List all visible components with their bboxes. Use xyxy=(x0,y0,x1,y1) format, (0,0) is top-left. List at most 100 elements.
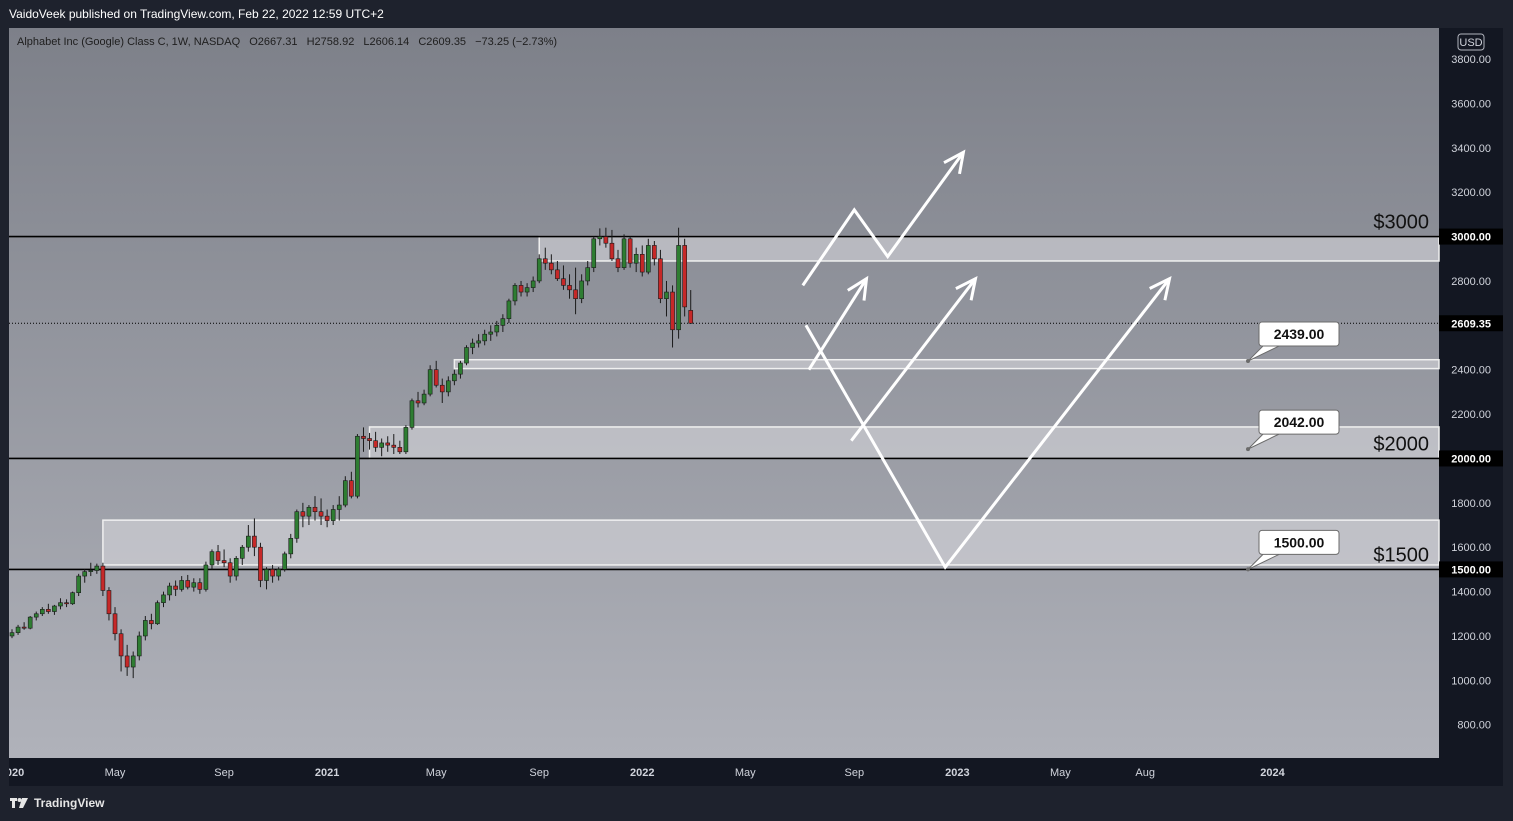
candle-body xyxy=(518,285,524,293)
price-tick-label: 3600.00 xyxy=(1451,98,1491,110)
candle-body xyxy=(682,245,687,308)
candle-body xyxy=(246,535,251,548)
candle-body xyxy=(439,384,445,393)
candle-body xyxy=(415,400,421,404)
zone-rect[interactable] xyxy=(453,358,1440,370)
candle-body xyxy=(312,506,318,513)
candle-body xyxy=(670,291,675,331)
price-tick-label: 1800.00 xyxy=(1451,498,1491,510)
level-label: $3000 xyxy=(1373,212,1429,234)
chart-frame: $3000 3000.00 $2000 2000.00 $1500 1500.00 2609… xyxy=(9,28,1503,786)
candle-body xyxy=(227,562,233,577)
price-tick-label: 3800.00 xyxy=(1451,54,1491,66)
candle-body xyxy=(82,571,88,577)
candle-body xyxy=(627,238,633,264)
time-tick-label: May xyxy=(105,767,126,779)
candle-body xyxy=(173,585,178,590)
candle-body xyxy=(100,565,106,591)
candle-body xyxy=(330,509,336,521)
callout-anchor xyxy=(1246,567,1250,572)
candle-body xyxy=(306,506,312,517)
candle-body xyxy=(530,280,536,288)
price-axis-background[interactable] xyxy=(1439,28,1503,758)
candles-layer xyxy=(9,227,694,679)
level-axis-tag-text: 1500.00 xyxy=(1451,564,1491,576)
callout-box[interactable] xyxy=(1258,529,1340,555)
candle-body xyxy=(403,427,409,453)
candle-body xyxy=(355,435,360,497)
last-price-tag-text: 2609.35 xyxy=(1451,318,1491,330)
candle-body xyxy=(427,369,433,395)
candle-body xyxy=(143,620,148,637)
candle-body xyxy=(597,236,603,240)
zone-rect[interactable] xyxy=(102,519,1440,566)
candle-body xyxy=(639,254,645,273)
candle-body xyxy=(52,605,57,612)
candle-body xyxy=(512,285,518,302)
candle-body xyxy=(118,633,124,657)
candle-body xyxy=(294,511,300,539)
symbol-name: Alphabet Inc (Google) Class C, 1W, NASDA… xyxy=(17,36,241,48)
candle-body xyxy=(488,331,494,335)
candle-body xyxy=(336,504,342,510)
candle-body xyxy=(270,569,275,577)
ohlc-high: H2758.92 xyxy=(307,36,355,48)
candle-body xyxy=(452,373,457,382)
price-tick-label: 3400.00 xyxy=(1451,143,1491,155)
price-chart[interactable]: $3000 3000.00 $2000 2000.00 $1500 1500.00 2609… xyxy=(9,28,1503,786)
callout-label: 2042.00 xyxy=(1274,414,1325,430)
time-axis-background[interactable] xyxy=(9,758,1503,786)
candle-body xyxy=(149,620,154,625)
candle-body xyxy=(76,575,81,593)
callout-box[interactable] xyxy=(1258,321,1340,347)
candle-body xyxy=(500,318,506,326)
price-tick-label: 2800.00 xyxy=(1451,276,1491,288)
arrowhead xyxy=(847,275,869,301)
candle-body xyxy=(185,580,191,588)
symbol-info: Alphabet Inc (Google) Class C, 1W, NASDA… xyxy=(17,36,557,48)
callout-label: 1500.00 xyxy=(1274,534,1325,550)
price-tick-label: 1000.00 xyxy=(1451,675,1491,687)
zone-rect[interactable] xyxy=(538,235,1440,262)
candle-body xyxy=(33,613,39,618)
tradingview-brand[interactable]: TradingView xyxy=(10,796,104,810)
time-tick-label: 2021 xyxy=(315,767,339,779)
candle-body xyxy=(124,655,130,668)
candle-body xyxy=(221,560,227,564)
publish-info: VaidoVeek published on TradingView.com, … xyxy=(9,7,384,21)
time-axis[interactable]: 2020 May Sep 2021 May Sep 2022 May Sep 2023 May Aug… xyxy=(9,767,1286,779)
candle-body xyxy=(342,480,348,506)
plot-background[interactable] xyxy=(9,28,1439,758)
candle-body xyxy=(361,435,366,439)
candle-body xyxy=(573,289,578,299)
time-tick-label: 2023 xyxy=(945,767,969,779)
callout-box[interactable] xyxy=(1258,409,1340,435)
currency-button[interactable] xyxy=(1457,33,1485,51)
time-tick-label: 2020 xyxy=(9,767,24,779)
price-tick-label: 3200.00 xyxy=(1451,187,1491,199)
candle-body xyxy=(609,242,615,260)
candle-body xyxy=(433,369,439,386)
callout-label: 2439.00 xyxy=(1274,326,1325,342)
candle-body xyxy=(421,393,427,404)
candle-body xyxy=(464,347,469,364)
projection-path xyxy=(801,151,965,287)
arrowhead xyxy=(943,149,966,175)
candle-body xyxy=(561,278,566,286)
candle-body xyxy=(373,440,378,448)
candle-body xyxy=(179,580,184,590)
candle-body xyxy=(676,245,681,331)
price-axis[interactable]: 800.00 1000.00 1200.00 1400.00 1600.00 1800.0… xyxy=(1451,54,1491,732)
candle-body xyxy=(658,258,663,299)
candle-body xyxy=(191,582,197,588)
level-axis-tag xyxy=(1439,561,1503,578)
candle-body xyxy=(264,569,269,581)
level-axis-tag xyxy=(1439,450,1503,467)
level-label: $2000 xyxy=(1373,433,1429,455)
candle-body xyxy=(615,258,621,268)
candle-body xyxy=(446,380,451,393)
candle-body xyxy=(70,592,75,605)
candle-body xyxy=(276,569,281,577)
price-tick-label: 800.00 xyxy=(1457,720,1491,732)
candle-body xyxy=(203,564,209,590)
